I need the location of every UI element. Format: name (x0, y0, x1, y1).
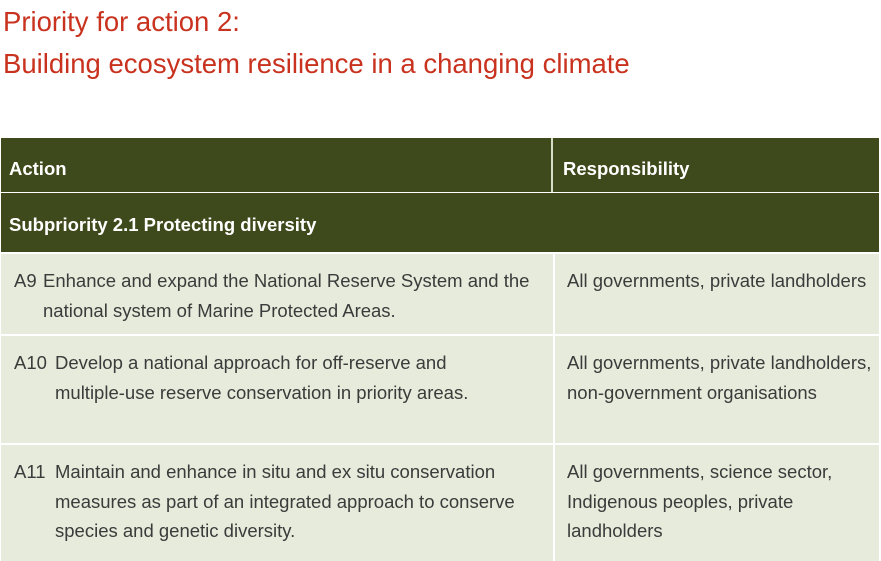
column-header-action: Action (1, 138, 553, 192)
action-cell: A11 Maintain and enhance in situ and ex … (1, 445, 553, 561)
responsibility-cell: All governments, private landholders, no… (555, 336, 879, 443)
responsibility-text: All governments, private landholders (567, 270, 867, 291)
actions-table: Action Responsibility Subpriority 2.1 Pr… (1, 138, 879, 561)
table-row: A9 Enhance and expand the National Reser… (1, 254, 879, 334)
heading-line-2: Building ecosystem resilience in a chang… (3, 48, 630, 79)
table-header-row: Action Responsibility (1, 138, 879, 192)
action-code: A10 (14, 352, 47, 373)
action-code: A9 (14, 270, 37, 291)
subpriority-row: Subpriority 2.1 Protecting diversity (1, 193, 879, 252)
action-text-block: A10 Develop a national approach for off-… (1, 336, 553, 407)
action-cell: A9 Enhance and expand the National Reser… (1, 254, 553, 334)
column-header-responsibility: Responsibility (563, 158, 690, 179)
page-heading: Priority for action 2: Building ecosyste… (3, 1, 873, 85)
subpriority-title: Subpriority 2.1 Protecting diversity (9, 214, 317, 235)
responsibility-text: All governments, private landholders, no… (567, 352, 872, 403)
table-row: A10 Develop a national approach for off-… (1, 336, 879, 443)
responsibility-cell: All governments, science sector, Indigen… (555, 445, 879, 561)
responsibility-cell: All governments, private landholders (555, 254, 879, 334)
table-row: A11 Maintain and enhance in situ and ex … (1, 445, 879, 561)
action-description-text: Maintain and enhance in situ and ex situ… (55, 461, 515, 541)
action-description-text: Develop a national approach for off-rese… (55, 352, 469, 403)
action-description-text: Enhance and expand the National Reserve … (43, 270, 530, 321)
action-text-block: A9 Enhance and expand the National Reser… (1, 254, 553, 325)
action-cell: A10 Develop a national approach for off-… (1, 336, 553, 443)
action-description: Maintain and enhance in situ and ex situ… (55, 457, 547, 546)
action-text-block: A11 Maintain and enhance in situ and ex … (1, 445, 553, 546)
action-description: Enhance and expand the National Reserve … (43, 266, 531, 325)
action-description: Develop a national approach for off-rese… (55, 348, 493, 407)
responsibility-text: All governments, science sector, Indigen… (567, 461, 833, 541)
heading-line-1: Priority for action 2: (3, 6, 240, 37)
action-code: A11 (14, 461, 46, 482)
